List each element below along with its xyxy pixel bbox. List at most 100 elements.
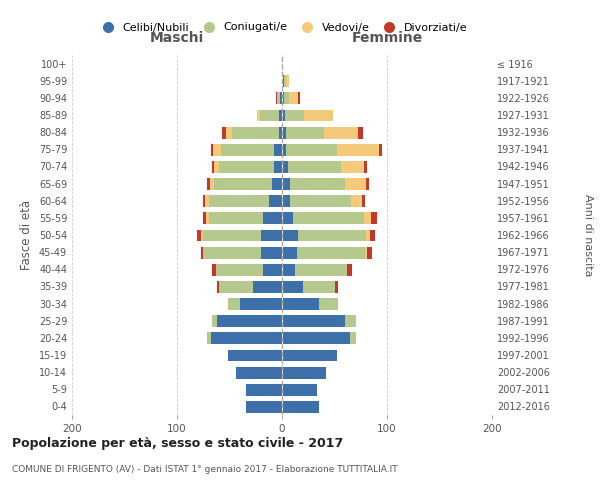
Bar [211,263,216,276]
Bar [203,246,261,258]
Bar [209,177,214,190]
Bar [221,126,282,138]
Bar [261,246,282,258]
Bar [282,366,326,378]
Bar [245,383,282,396]
Bar [211,314,217,327]
Bar [350,332,355,344]
Bar [285,108,304,122]
Bar [282,263,295,276]
Bar [337,143,379,156]
Text: Anni di nascita: Anni di nascita [583,194,593,276]
Bar [366,228,370,241]
Bar [282,366,326,378]
Bar [296,246,365,258]
Bar [240,297,282,310]
Bar [202,194,282,207]
Bar [282,297,319,310]
Bar [282,383,317,396]
Bar [364,160,367,173]
Bar [261,228,282,241]
Bar [303,280,335,293]
Bar [226,126,232,138]
Bar [282,280,303,293]
Bar [282,246,372,258]
Bar [256,108,260,122]
Bar [211,332,282,344]
Bar [245,400,282,413]
Bar [290,177,345,190]
Bar [293,212,364,224]
Bar [221,143,274,156]
Bar [282,74,289,87]
Bar [209,212,263,224]
Bar [282,246,296,258]
Bar [379,143,382,156]
Bar [219,160,274,173]
Bar [227,348,282,362]
Bar [209,194,269,207]
Bar [282,143,286,156]
Bar [367,246,372,258]
Bar [282,263,352,276]
Bar [269,194,282,207]
Bar [277,92,280,104]
Text: Maschi: Maschi [150,30,204,44]
Bar [282,126,363,138]
Bar [221,126,226,138]
Bar [282,92,284,104]
Bar [282,160,289,173]
Text: Popolazione per età, sesso e stato civile - 2017: Popolazione per età, sesso e stato civil… [12,438,343,450]
Bar [282,212,377,224]
Bar [282,348,337,362]
Bar [284,92,289,104]
Bar [206,332,211,344]
Bar [202,212,206,224]
Bar [345,177,366,190]
Bar [282,280,338,293]
Bar [253,280,282,293]
Bar [282,314,355,327]
Bar [282,212,293,224]
Bar [217,314,282,327]
Bar [295,263,347,276]
Bar [282,332,350,344]
Bar [284,74,286,87]
Bar [211,160,214,173]
Bar [289,160,341,173]
Y-axis label: Fasce di età: Fasce di età [20,200,33,270]
Bar [351,194,362,207]
Bar [203,228,261,241]
Bar [362,194,365,207]
Bar [286,74,289,87]
Bar [232,126,279,138]
Legend: Celibi/Nubili, Coniugati/e, Vedovi/e, Divorziati/e: Celibi/Nubili, Coniugati/e, Vedovi/e, Di… [92,18,472,37]
Bar [271,177,282,190]
Bar [364,212,371,224]
Bar [206,177,209,190]
Bar [282,143,382,156]
Bar [260,108,279,122]
Bar [227,297,240,310]
Bar [209,143,213,156]
Text: COMUNE DI FRIGENTO (AV) - Dati ISTAT 1° gennaio 2017 - Elaborazione TUTTITALIA.I: COMUNE DI FRIGENTO (AV) - Dati ISTAT 1° … [12,466,398,474]
Bar [214,160,219,173]
Bar [206,332,282,344]
Bar [263,212,282,224]
Bar [365,246,367,258]
Bar [275,92,277,104]
Bar [282,108,285,122]
Bar [282,126,286,138]
Bar [335,280,338,293]
Bar [282,108,334,122]
Bar [263,263,282,276]
Bar [290,194,351,207]
Bar [282,194,365,207]
Bar [202,212,282,224]
Bar [282,228,376,241]
Bar [200,246,203,258]
Bar [196,228,282,241]
Bar [206,177,282,190]
Bar [227,348,282,362]
Bar [216,280,282,293]
